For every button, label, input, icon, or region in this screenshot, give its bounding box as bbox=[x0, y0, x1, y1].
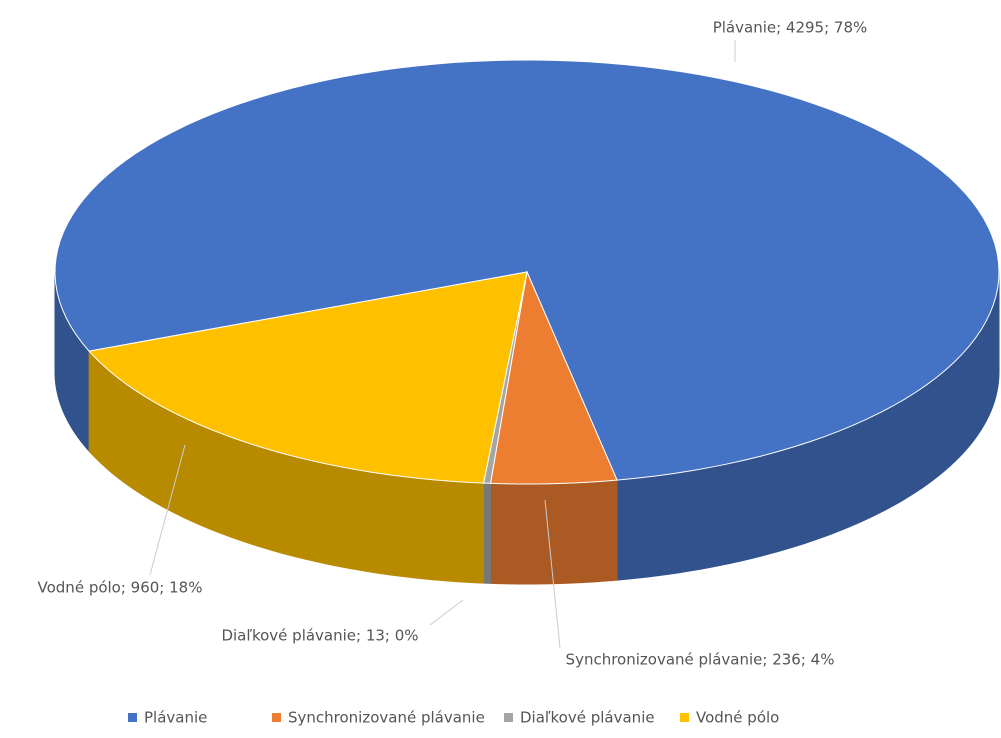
pie-sides bbox=[54, 271, 1000, 585]
leader-line bbox=[429, 599, 464, 626]
pie-slice bbox=[54, 59, 1000, 481]
pie-slice-side bbox=[483, 482, 491, 584]
legend-swatch bbox=[128, 713, 137, 722]
leader-line bbox=[149, 444, 186, 576]
legend-label: Vodné pólo bbox=[696, 709, 779, 727]
legend-label: Synchronizované plávanie bbox=[288, 709, 485, 727]
legend: Plávanie Synchronizované plávanie Diaľkové… bbox=[128, 709, 779, 727]
legend-label: Diaľkové plávanie bbox=[520, 709, 655, 727]
legend-swatch bbox=[504, 713, 513, 722]
legend-label: Plávanie bbox=[144, 709, 207, 727]
leader-line bbox=[544, 499, 561, 649]
pie-tops bbox=[54, 59, 1000, 485]
data-label: Plávanie; 4295; 78% bbox=[713, 19, 868, 37]
legend-swatch bbox=[680, 713, 689, 722]
legend-swatch bbox=[272, 713, 281, 722]
pie-slice-side bbox=[489, 479, 618, 585]
data-label: Diaľkové plávanie; 13; 0% bbox=[221, 627, 418, 645]
data-label: Synchronizované plávanie; 236; 4% bbox=[566, 651, 835, 669]
pie-slice bbox=[489, 270, 618, 485]
pie-slice bbox=[88, 271, 528, 484]
data-label: Vodné pólo; 960; 18% bbox=[38, 579, 203, 597]
